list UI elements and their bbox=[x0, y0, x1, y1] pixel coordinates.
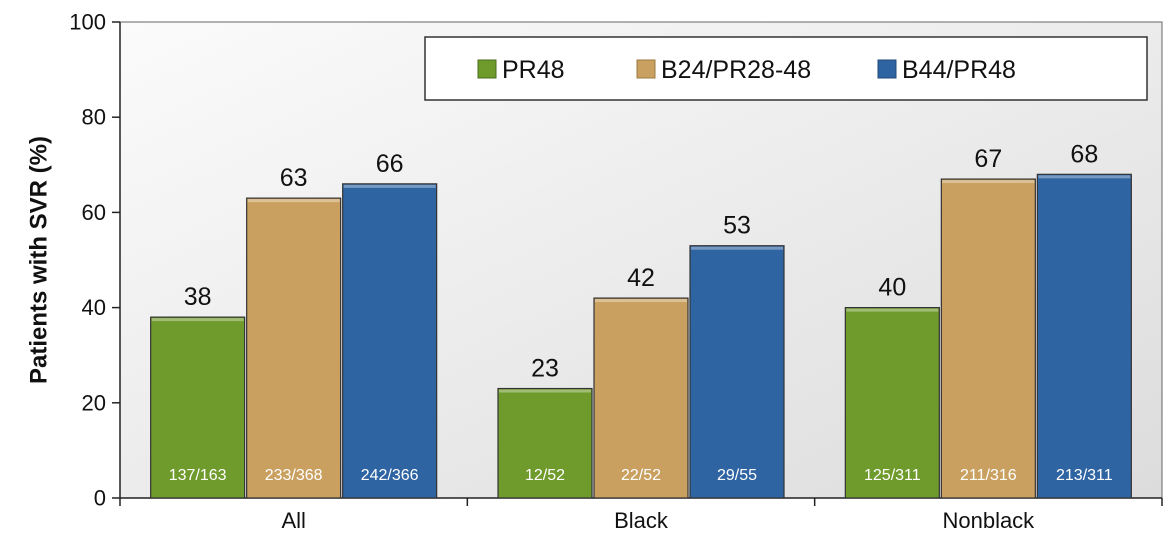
bar-highlight bbox=[942, 180, 1035, 184]
value-label-b24-pr28-48-all: 63 bbox=[280, 164, 308, 192]
count-label-b24-pr28-48-black: 22/52 bbox=[621, 467, 661, 484]
bar-highlight bbox=[247, 199, 340, 203]
x-tick-label-black: Black bbox=[614, 508, 669, 533]
bar-pr48-nonblack bbox=[844, 307, 940, 499]
count-label-b44-pr48-black: 29/55 bbox=[717, 467, 757, 484]
count-label-b24-pr28-48-all: 233/368 bbox=[265, 467, 323, 484]
legend-swatch-b44-pr48 bbox=[877, 59, 897, 79]
y-tick-label: 0 bbox=[94, 486, 106, 511]
bar-highlight bbox=[846, 308, 939, 312]
count-label-b44-pr48-all: 242/366 bbox=[361, 467, 419, 484]
y-tick-label: 100 bbox=[69, 10, 106, 35]
bar-pr48-all bbox=[150, 316, 246, 499]
legend: PR48 B24/PR28-48 B44/PR48 bbox=[424, 36, 1148, 101]
y-tick-label: 20 bbox=[82, 390, 106, 415]
y-tick-label: 40 bbox=[82, 295, 106, 320]
bar-highlight bbox=[151, 318, 244, 322]
x-tick-label-nonblack: Nonblack bbox=[942, 508, 1035, 533]
data-labels: 38 137/163 23 12/52 40 125/311 63 233/368 42 22/5… bbox=[169, 140, 1113, 484]
x-tick-label-all: All bbox=[281, 508, 305, 533]
count-label-pr48-all: 137/163 bbox=[169, 467, 227, 484]
bar-highlight bbox=[1038, 175, 1131, 179]
bar-pr48-black bbox=[497, 387, 593, 499]
value-label-b44-pr48-all: 66 bbox=[376, 150, 404, 178]
legend-swatch-pr48 bbox=[477, 59, 497, 79]
y-axis-label: Patients with SVR (%) bbox=[25, 136, 52, 384]
count-label-b24-pr28-48-nonblack: 211/316 bbox=[960, 467, 1017, 484]
value-label-b44-pr48-black: 53 bbox=[723, 212, 751, 240]
bar-b44-pr48-black bbox=[689, 245, 785, 499]
bar-b24-pr28-48-black bbox=[593, 297, 689, 499]
bar-b44-pr48-all bbox=[342, 183, 438, 499]
count-label-pr48-nonblack: 125/311 bbox=[864, 467, 921, 484]
legend-swatch-b24-pr28-48 bbox=[636, 59, 656, 79]
y-tick-label: 80 bbox=[82, 105, 106, 130]
value-label-b44-pr48-nonblack: 68 bbox=[1070, 140, 1098, 168]
bar-b24-pr28-48-all bbox=[246, 197, 342, 499]
bar-highlight bbox=[691, 246, 783, 250]
count-label-b44-pr48-nonblack: 213/311 bbox=[1056, 467, 1113, 484]
value-label-b24-pr28-48-black: 42 bbox=[627, 264, 655, 292]
value-label-pr48-all: 38 bbox=[184, 283, 212, 311]
bars bbox=[150, 173, 1132, 499]
legend-label-pr48: PR48 bbox=[502, 56, 565, 84]
bar-b24-pr28-48-nonblack bbox=[940, 178, 1036, 499]
y-tick-label: 60 bbox=[82, 200, 106, 225]
count-label-pr48-black: 12/52 bbox=[525, 467, 565, 484]
bar-highlight bbox=[343, 184, 436, 188]
value-label-pr48-nonblack: 40 bbox=[878, 274, 906, 302]
bar-highlight bbox=[499, 389, 591, 393]
legend-label-b24-pr28-48: B24/PR28-48 bbox=[661, 56, 811, 84]
bar-b44-pr48-nonblack bbox=[1036, 173, 1132, 499]
value-label-b24-pr28-48-nonblack: 67 bbox=[974, 145, 1002, 173]
value-label-pr48-black: 23 bbox=[531, 355, 559, 383]
legend-label-b44-pr48: B44/PR48 bbox=[902, 56, 1016, 84]
legend-box bbox=[424, 36, 1148, 101]
bar-highlight bbox=[595, 299, 687, 303]
